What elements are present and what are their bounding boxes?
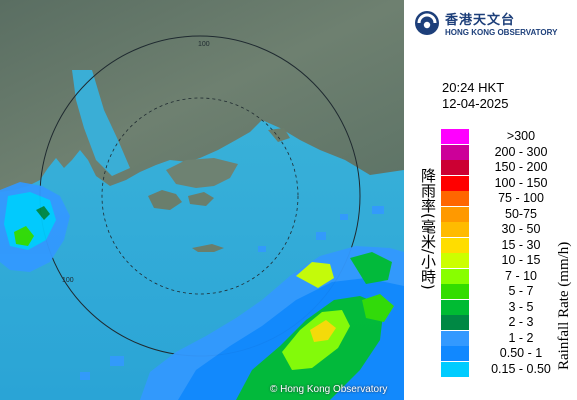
- legend-item: 0.50 - 1: [441, 345, 575, 361]
- legend-axis-label-english-text: Rainfall Rate (mm/h): [556, 242, 572, 370]
- legend-swatch: [441, 237, 469, 253]
- legend-item: 30 - 50: [441, 221, 575, 237]
- estuary-water: [72, 70, 130, 176]
- legend-item-label: 150 - 200: [494, 160, 548, 174]
- legend-swatch: [441, 144, 469, 160]
- legend-swatch: [441, 253, 469, 268]
- range-label-top: 100: [198, 41, 210, 48]
- legend-swatch: [441, 129, 469, 144]
- legend-item: 7 - 10: [441, 268, 575, 284]
- legend-item-label: 0.15 - 0.50: [491, 361, 551, 376]
- rain-echo-southeast: [140, 246, 404, 400]
- new-territories: [166, 158, 238, 188]
- legend-item: 150 - 200: [441, 159, 575, 175]
- legend-item-label: >300: [506, 129, 536, 143]
- legend-item-label: 15 - 30: [501, 237, 541, 252]
- legend-item: 50-75: [441, 206, 575, 222]
- timestamp-date: 12-04-2025: [442, 96, 509, 111]
- hk-island: [188, 192, 214, 206]
- legend-item: 75 - 100: [441, 190, 575, 206]
- legend-item-label: 3 - 5: [508, 299, 534, 314]
- legend-item-label: 5 - 7: [508, 284, 534, 298]
- island-chain: [192, 244, 224, 252]
- legend-axis-label-english: Rainfall Rate (mm/h): [556, 242, 572, 370]
- legend-item-label: 100 - 150: [494, 175, 548, 190]
- legend-item-label: 75 - 100: [498, 191, 544, 205]
- legend-item-label: 200 - 300: [494, 144, 548, 159]
- legend-item-label: 50-75: [505, 206, 537, 221]
- radar-map: 100 100: [0, 0, 404, 400]
- legend-swatch: [441, 175, 469, 191]
- legend-item-label: 10 - 15: [501, 253, 541, 267]
- logo-english-name: HONG KONG OBSERVATORY: [445, 28, 558, 37]
- logo-chinese-name: 香港天文台: [445, 13, 516, 28]
- legend-swatch: [441, 346, 469, 361]
- legend-item-label: 1 - 2: [508, 330, 534, 345]
- hko-emblem-icon: [415, 11, 439, 35]
- legend-swatch: [441, 330, 469, 346]
- hko-logo: 香港天文台 HONG KONG OBSERVATORY: [414, 8, 574, 40]
- rain-echo-scattered: [80, 206, 384, 380]
- legend-swatch: [441, 315, 469, 330]
- legend-item: 100 - 150: [441, 175, 575, 191]
- range-label-left: 100: [62, 277, 74, 284]
- legend-item: 200 - 300: [441, 144, 575, 160]
- legend-swatch: [441, 160, 469, 175]
- copyright-text: © Hong Kong Observatory: [270, 384, 388, 395]
- legend-item: 15 - 30: [441, 237, 575, 253]
- legend-swatch: [441, 284, 469, 299]
- legend-swatch: [441, 191, 469, 206]
- lantau-island: [148, 190, 182, 210]
- timestamp-time: 20:24 HKT: [442, 80, 505, 95]
- legend-swatch: [441, 299, 469, 315]
- legend-swatch: [441, 206, 469, 222]
- legend-swatch: [441, 268, 469, 284]
- legend-swatch: [441, 361, 469, 377]
- legend-item-label: 2 - 3: [508, 315, 534, 329]
- legend-item: 5 - 7: [441, 283, 575, 299]
- east-islands: [268, 128, 290, 142]
- legend-item-label: 0.50 - 1: [499, 346, 543, 360]
- legend-axis-label-chinese: 降雨率(毫米/小時): [419, 168, 437, 290]
- legend-item: >300: [441, 128, 575, 144]
- range-ring-inner: [101, 97, 299, 295]
- legend-item: 2 - 3: [441, 314, 575, 330]
- legend-item-label: 30 - 50: [501, 222, 541, 236]
- legend-item: 10 - 15: [441, 252, 575, 268]
- legend-item: 3 - 5: [441, 299, 575, 315]
- legend-swatch: [441, 222, 469, 237]
- legend-item-label: 7 - 10: [505, 268, 537, 283]
- legend-item: 0.15 - 0.50: [441, 361, 575, 377]
- legend-panel: 香港天文台 HONG KONG OBSERVATORY 20:24 HKT 12…: [404, 0, 577, 400]
- rain-echo-west: [0, 182, 70, 272]
- legend-item: 1 - 2: [441, 330, 575, 346]
